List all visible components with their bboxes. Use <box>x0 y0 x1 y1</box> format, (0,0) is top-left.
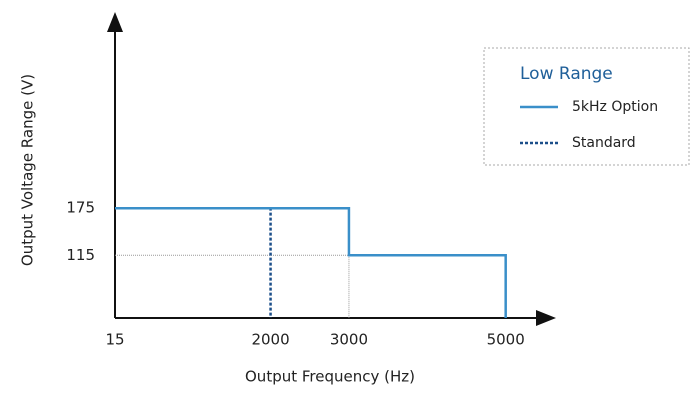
legend-title: Low Range <box>520 64 613 84</box>
x-tick-label: 2000 <box>251 331 289 349</box>
x-tick-label: 15 <box>105 331 124 349</box>
legend-label: 5kHz Option <box>572 99 658 115</box>
series-line <box>115 206 507 318</box>
y-tick-label: 115 <box>66 246 95 264</box>
x-tick-label: 3000 <box>330 331 368 349</box>
y-axis-label: Output Voltage Range (V) <box>19 74 37 266</box>
legend-label: Standard <box>572 135 636 151</box>
x-tick-label: 5000 <box>487 331 525 349</box>
y-tick-label: 175 <box>66 199 95 217</box>
series-line <box>115 206 272 318</box>
legend-box <box>483 47 690 166</box>
x-axis-label: Output Frequency (Hz) <box>245 368 415 386</box>
